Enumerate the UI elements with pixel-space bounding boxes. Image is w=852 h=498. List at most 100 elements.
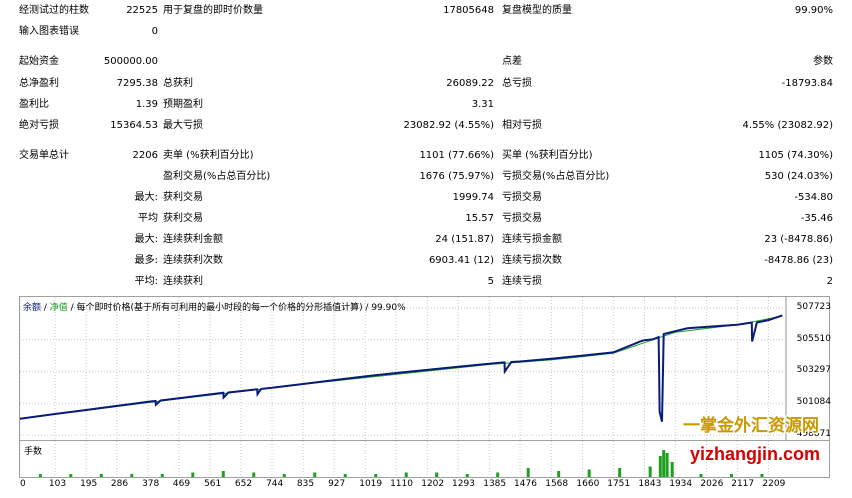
stat-value-profit-factor: 1.39 bbox=[135, 99, 158, 110]
volume-bar bbox=[665, 453, 669, 477]
legend-balance: 余额 bbox=[23, 303, 42, 313]
stat-label-ticks: 用于复盘的即时价数量 bbox=[163, 5, 263, 16]
legend-equity: 净值 bbox=[49, 303, 68, 313]
x-tick-label: 1202 bbox=[421, 479, 445, 489]
y-tick-label: 505510 bbox=[796, 333, 831, 344]
x-tick-label: 927 bbox=[328, 479, 346, 489]
x-tick-label: 1019 bbox=[359, 479, 383, 489]
stat-label-spread: 点差 bbox=[502, 56, 522, 67]
stat-value-short: 1101 (77.66%) bbox=[419, 150, 494, 161]
stat-label-gross-profit: 总获利 bbox=[163, 78, 193, 89]
x-tick-label: 286 bbox=[110, 479, 129, 489]
volume-bar bbox=[699, 474, 703, 477]
stat-value-expected-payoff: 3.31 bbox=[471, 99, 494, 110]
stat-value-average-profit: 15.57 bbox=[465, 213, 494, 224]
balance-line bbox=[20, 314, 783, 422]
stat-label-bars: 经测试过的柱数 bbox=[19, 5, 89, 16]
stat-label-deposit: 起始资金 bbox=[19, 56, 59, 67]
stat-label-largest-loss: 亏损交易 bbox=[502, 192, 542, 203]
stat-value-loss-trades: 530 (24.03%) bbox=[764, 171, 833, 182]
volume-panel: 手数 bbox=[19, 440, 830, 478]
stat-label-avg-losses: 连续亏损 bbox=[502, 276, 542, 287]
x-tick-label: 103 bbox=[48, 479, 67, 489]
stat-label-average-loss: 亏损交易 bbox=[502, 213, 542, 224]
stat-row-label-largest: 最大: bbox=[134, 192, 158, 203]
legend-separator: / bbox=[41, 303, 50, 313]
x-tick-label: 652 bbox=[234, 479, 253, 489]
stat-label-consec-losses: 连续亏损金额 bbox=[502, 234, 562, 245]
volume-bar bbox=[99, 474, 103, 477]
stat-value-gross-loss: -18793.84 bbox=[781, 78, 833, 89]
volume-plot bbox=[20, 441, 769, 477]
stat-row-label-most: 最多: bbox=[134, 255, 158, 266]
volume-bar bbox=[221, 471, 225, 477]
x-tick-label: 2026 bbox=[700, 479, 724, 489]
stat-value-consec-losses: 23 (-8478.86) bbox=[764, 234, 833, 245]
stat-value-avg-wins: 5 bbox=[487, 276, 494, 287]
stat-label-abs-drawdown: 绝对亏损 bbox=[19, 120, 59, 131]
stat-value-ticks: 17805648 bbox=[443, 5, 494, 16]
volume-bar bbox=[526, 468, 530, 477]
x-tick-label: 744 bbox=[266, 479, 284, 489]
y-tick-label: 507723 bbox=[796, 301, 831, 312]
volume-bar bbox=[670, 462, 674, 477]
legend-description: / 每个即时价格(基于所有可利用的最小时段的每一个价格的分形插值计算) / 99… bbox=[67, 303, 406, 313]
volume-bar bbox=[729, 474, 733, 477]
stat-label-errors: 输入图表错误 bbox=[19, 26, 79, 37]
stat-label-avg-wins: 连续获利 bbox=[163, 276, 203, 287]
stat-label-long: 买单 (%获利百分比) bbox=[502, 150, 593, 161]
stat-label-consec-loss: 连续亏损次数 bbox=[502, 255, 562, 266]
volume-bar bbox=[160, 474, 164, 477]
watermark-text-cn: 一掌金外汇资源网 bbox=[683, 416, 819, 436]
balance-chart-plot bbox=[20, 297, 787, 440]
stat-label-max-drawdown: 最大亏损 bbox=[163, 120, 203, 131]
stat-label-consec-wins: 连续获利金额 bbox=[163, 234, 223, 245]
stat-value-spread: 参数 bbox=[813, 56, 833, 67]
stat-label-quality: 复盘模型的质量 bbox=[502, 5, 572, 16]
stat-label-profit-factor: 盈利比 bbox=[19, 99, 49, 110]
volume-bar bbox=[662, 450, 666, 477]
stat-value-errors: 0 bbox=[151, 26, 158, 37]
x-tick-label: 469 bbox=[172, 479, 191, 489]
stat-value-largest-profit: 1999.74 bbox=[452, 192, 494, 203]
x-tick-label: 2117 bbox=[731, 479, 755, 489]
x-tick-label: 835 bbox=[296, 479, 315, 489]
x-tick-label: 1934 bbox=[669, 479, 693, 489]
x-tick-label: 1660 bbox=[576, 479, 600, 489]
x-tick-label: 1843 bbox=[638, 479, 662, 489]
y-tick-label: 501084 bbox=[796, 397, 831, 408]
stat-value-total-trades: 2206 bbox=[132, 150, 158, 161]
volume-bar bbox=[435, 472, 439, 477]
stat-value-profit-trades: 1676 (75.97%) bbox=[419, 171, 494, 182]
stat-value-consec-wins: 24 (151.87) bbox=[435, 234, 494, 245]
stat-label-profit-trades: 盈利交易(%占总百分比) bbox=[163, 171, 271, 182]
volume-bar bbox=[374, 474, 378, 477]
x-tick-label: 378 bbox=[142, 479, 160, 489]
chart-legend: 余额 / 净值 / 每个即时价格(基于所有可利用的最小时段的每一个价格的分形插值… bbox=[23, 300, 406, 313]
volume-label: 手数 bbox=[24, 447, 43, 457]
y-tick-label: 498871 bbox=[796, 429, 831, 439]
volume-bar bbox=[191, 472, 195, 477]
stat-value-consec-loss: -8478.86 (23) bbox=[764, 255, 833, 266]
x-tick-label: 561 bbox=[204, 479, 222, 489]
x-tick-label: 195 bbox=[80, 479, 98, 489]
volume-bar bbox=[343, 474, 347, 477]
x-tick-label: 1385 bbox=[483, 479, 507, 489]
stat-value-average-loss: -35.46 bbox=[800, 213, 833, 224]
volume-bar bbox=[69, 474, 73, 477]
stat-value-bars: 22525 bbox=[126, 5, 158, 16]
stat-value-deposit: 500000.00 bbox=[103, 56, 158, 67]
x-tick-label: 1293 bbox=[452, 479, 475, 489]
watermark-text-url: yizhangjin.com bbox=[690, 444, 821, 464]
volume-bar bbox=[404, 472, 408, 477]
x-tick-label: 1568 bbox=[545, 479, 569, 489]
volume-bar bbox=[587, 469, 591, 477]
stat-label-short: 卖单 (%获利百分比) bbox=[163, 150, 254, 161]
x-tick-label: 0 bbox=[20, 479, 26, 489]
volume-bar bbox=[130, 474, 134, 477]
stat-value-abs-drawdown: 15364.53 bbox=[110, 120, 158, 131]
stat-value-largest-loss: -534.80 bbox=[794, 192, 833, 203]
stat-value-gross-profit: 26089.22 bbox=[446, 78, 494, 89]
volume-bar bbox=[252, 472, 256, 477]
volume-bar bbox=[38, 474, 42, 477]
